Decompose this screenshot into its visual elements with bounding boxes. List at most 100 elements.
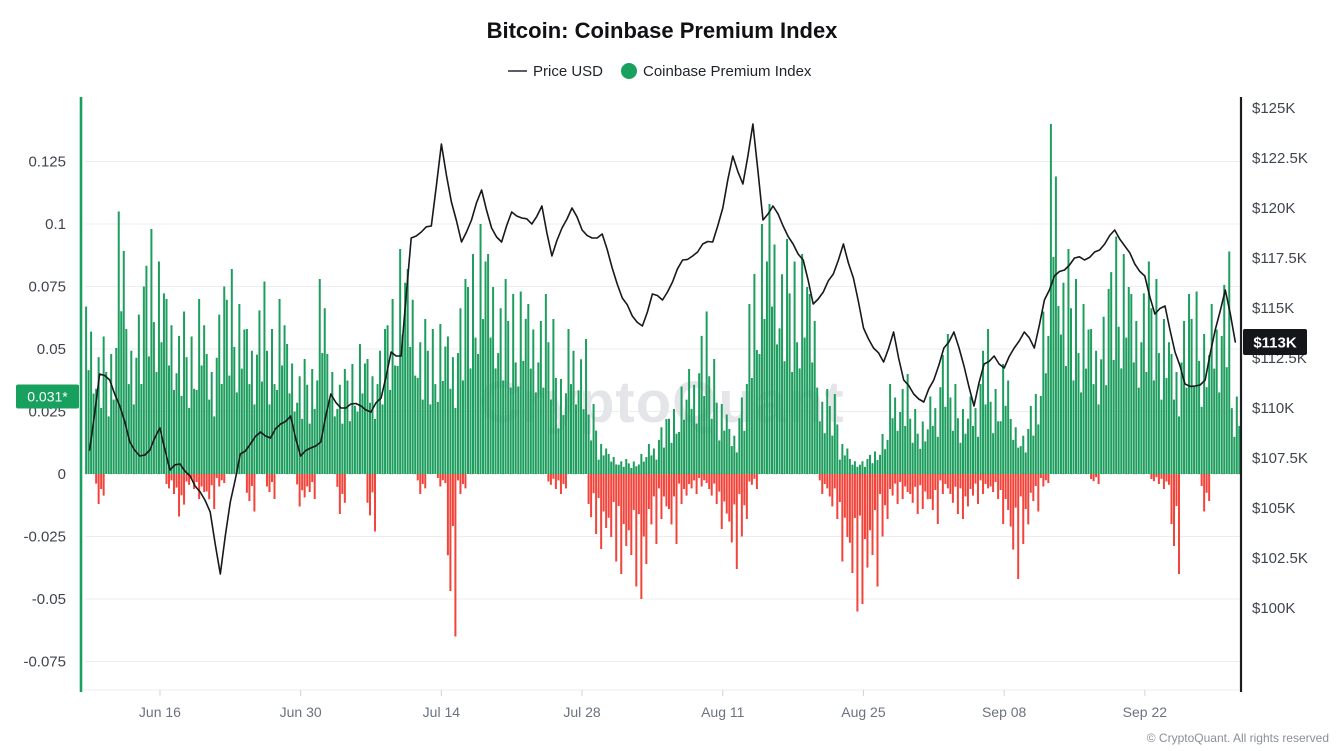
- premium-bar-positive: [630, 468, 633, 474]
- premium-bar-negative: [102, 474, 105, 496]
- premium-bar-negative: [635, 474, 638, 587]
- premium-bar-positive: [906, 374, 909, 474]
- premium-bar-negative: [1017, 474, 1020, 579]
- premium-bar-positive: [1112, 360, 1115, 474]
- premium-bar-positive: [271, 329, 273, 474]
- premium-bar-negative: [456, 474, 459, 481]
- premium-bar-negative: [180, 474, 183, 496]
- premium-bar-negative: [823, 474, 826, 484]
- premium-bar-positive: [381, 404, 384, 474]
- premium-bar-positive: [213, 416, 216, 474]
- premium-bar-positive: [509, 387, 512, 474]
- premium-bar-positive: [811, 362, 814, 474]
- premium-bar-negative: [205, 474, 208, 492]
- premium-bar-positive: [1225, 367, 1228, 474]
- legend-item-price[interactable]: Price USD: [508, 63, 603, 80]
- premium-bar-negative: [444, 474, 447, 483]
- legend-label-premium: Coinbase Premium Index: [643, 63, 812, 80]
- premium-bar-positive: [439, 324, 442, 474]
- premium-bar-negative: [419, 474, 422, 494]
- premium-bar-positive: [1024, 452, 1027, 474]
- premium-bar-positive: [607, 454, 610, 474]
- premium-bar-positive: [396, 366, 399, 474]
- premium-bar-positive: [886, 440, 889, 474]
- premium-bar-negative: [951, 474, 954, 503]
- y-axis-label-left: 0.05: [37, 341, 66, 358]
- premium-bar-positive: [205, 354, 208, 474]
- premium-bar-positive: [1110, 272, 1113, 475]
- premium-bar-positive: [936, 436, 939, 474]
- y-axis-label-right: $117.5K: [1252, 250, 1307, 267]
- premium-bar-positive: [879, 454, 882, 474]
- premium-bar-positive: [735, 452, 738, 474]
- premium-bar-negative: [454, 474, 457, 637]
- premium-bar-positive: [982, 350, 985, 474]
- premium-bar-positive: [215, 357, 218, 474]
- premium-bar-positive: [1188, 294, 1191, 474]
- x-axis-label: Jun 16: [139, 704, 181, 720]
- premium-bar-negative: [1090, 474, 1093, 479]
- premium-bar-positive: [916, 433, 919, 474]
- premium-bar-negative: [934, 474, 937, 490]
- premium-bar-negative: [889, 474, 892, 489]
- premium-bar-negative: [592, 474, 595, 494]
- legend-item-premium[interactable]: Coinbase Premium Index: [621, 63, 812, 80]
- premium-bar-negative: [949, 474, 952, 494]
- premium-bar-positive: [519, 291, 522, 474]
- premium-bar-positive: [132, 404, 135, 474]
- premium-bar-negative: [424, 474, 427, 489]
- premium-bar-positive: [348, 421, 351, 474]
- premium-bar-negative: [338, 474, 341, 514]
- premium-bar-negative: [901, 474, 904, 499]
- premium-bar-positive: [208, 399, 211, 474]
- premium-bar-negative: [1002, 474, 1005, 524]
- premium-bar-positive: [512, 294, 515, 474]
- premium-bar-negative: [421, 474, 424, 484]
- premium-bar-positive: [763, 319, 766, 474]
- premium-bar-negative: [730, 474, 733, 543]
- premium-bar-negative: [1044, 474, 1047, 481]
- premium-bar-negative: [559, 474, 562, 494]
- premium-bar-positive: [145, 265, 148, 474]
- premium-bar-negative: [1007, 474, 1010, 510]
- y-axis-label-right: $100K: [1252, 600, 1295, 617]
- premium-bar-negative: [884, 474, 887, 506]
- premium-bar-positive: [994, 389, 997, 474]
- premium-bar-negative: [215, 474, 218, 478]
- premium-bar-negative: [220, 474, 223, 481]
- premium-bar-positive: [901, 389, 904, 474]
- premium-bar-negative: [909, 474, 912, 494]
- premium-bar-positive: [461, 380, 464, 474]
- premium-bar-positive: [228, 375, 231, 474]
- premium-bar-negative: [969, 474, 972, 489]
- y-axis-label-left: -0.05: [32, 591, 66, 608]
- premium-bar-positive: [250, 350, 253, 474]
- premium-bar-negative: [1027, 474, 1030, 525]
- premium-bar-negative: [836, 474, 839, 519]
- premium-bar-negative: [876, 474, 879, 587]
- premium-bar-negative: [248, 474, 251, 501]
- premium-bar-positive: [708, 376, 711, 474]
- premium-bar-positive: [1047, 335, 1050, 475]
- premium-bar-positive: [645, 457, 648, 474]
- premium-bar-positive: [436, 402, 439, 474]
- premium-bar-positive: [798, 368, 801, 474]
- premium-bar-negative: [597, 474, 600, 498]
- premium-bar-positive: [399, 249, 402, 474]
- premium-bar-positive: [851, 464, 854, 474]
- premium-bar-negative: [670, 474, 673, 525]
- premium-bar-negative: [336, 474, 339, 487]
- premium-bar-positive: [326, 354, 329, 474]
- premium-bar-positive: [801, 254, 804, 474]
- premium-bar-negative: [97, 474, 100, 504]
- premium-bar-positive: [188, 408, 191, 474]
- x-axis-label: Jun 30: [280, 704, 322, 720]
- premium-bar-positive: [896, 430, 899, 474]
- premium-bar-positive: [858, 464, 861, 474]
- premium-bar-positive: [1032, 435, 1035, 474]
- premium-bar-positive: [816, 387, 819, 474]
- premium-bar-positive: [1198, 360, 1201, 474]
- premium-bar-negative: [650, 474, 653, 525]
- premium-bar-negative: [1042, 474, 1045, 487]
